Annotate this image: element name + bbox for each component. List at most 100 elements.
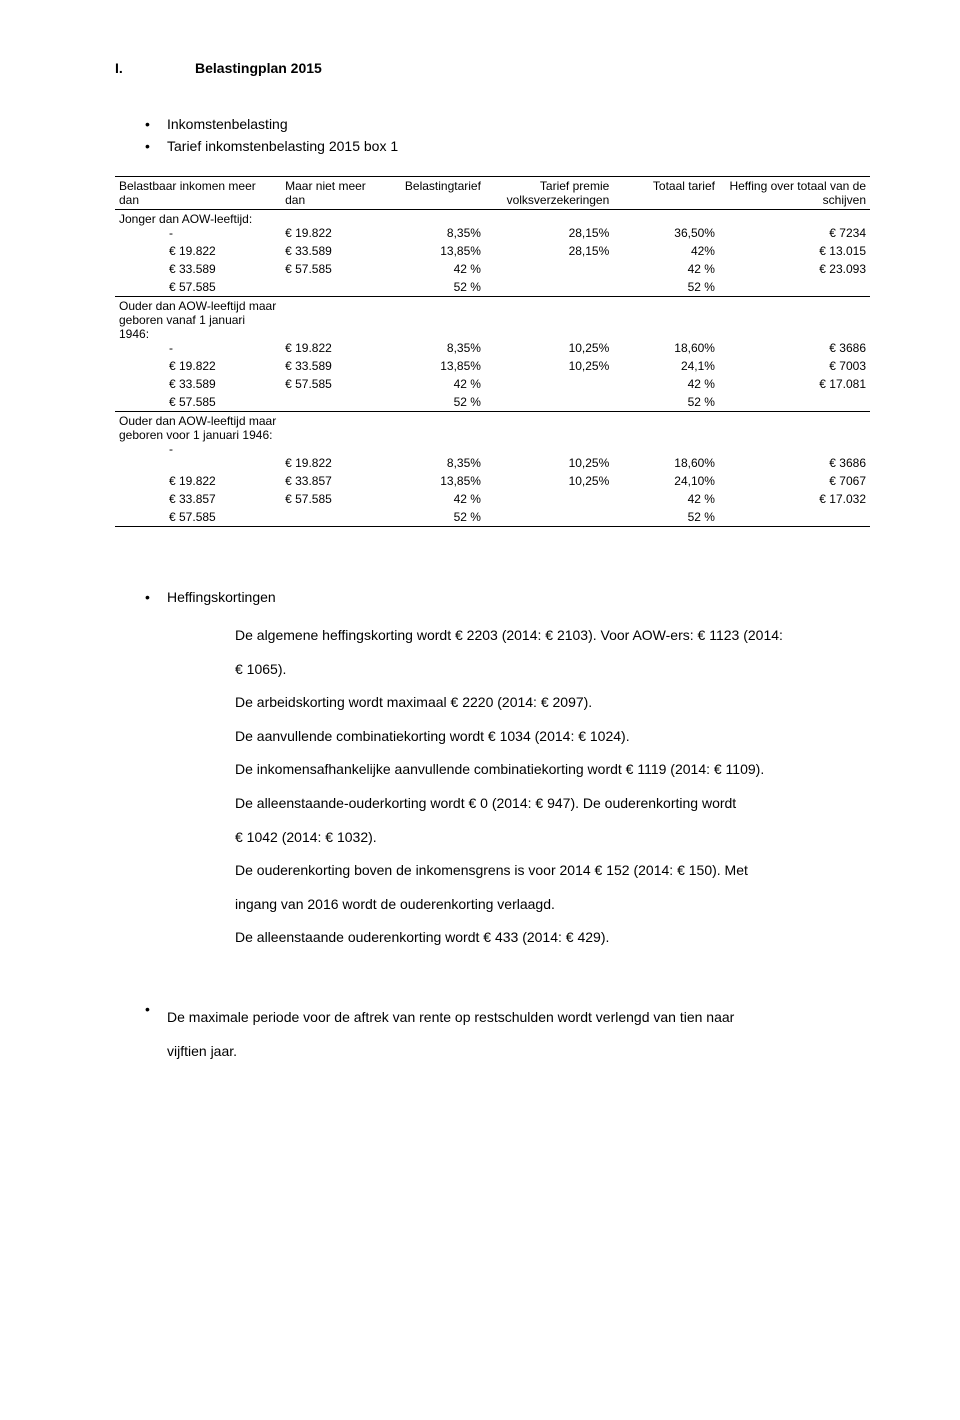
- bullet-inkomstenbelasting: • Inkomstenbelasting: [145, 116, 870, 132]
- table-row: € 33.589€ 57.58542 %42 %€ 23.093: [115, 260, 870, 278]
- cell: 24,10%: [613, 472, 719, 490]
- table-row: Ouder dan AOW-leeftijd maar geboren voor…: [115, 412, 870, 473]
- table-row: € 19.822€ 33.58913,85%10,25%24,1%€ 7003: [115, 357, 870, 375]
- cell: Ouder dan AOW-leeftijd maar geboren voor…: [115, 412, 281, 473]
- cell: 18,60%: [613, 297, 719, 358]
- cell: 13,85%: [372, 472, 485, 490]
- body-line: € 1042 (2014: € 1032).: [235, 821, 870, 855]
- cell: € 57.585: [281, 260, 372, 278]
- heading-title: Belastingplan 2015: [195, 60, 322, 76]
- cell: € 33.589: [281, 242, 372, 260]
- cell: € 33.857: [115, 490, 281, 508]
- cell: 18,60%: [613, 412, 719, 473]
- body-line: De aanvullende combinatiekorting wordt €…: [235, 720, 870, 754]
- cell: 42 %: [372, 490, 485, 508]
- cell: € 19.822: [115, 242, 281, 260]
- cell: 52 %: [613, 508, 719, 527]
- group-label: Ouder dan AOW-leeftijd maar geboren vana…: [119, 299, 277, 341]
- table-row: € 19.822€ 33.58913,85%28,15%42%€ 13.015: [115, 242, 870, 260]
- cell: 52 %: [613, 278, 719, 297]
- cell: € 13.015: [719, 242, 870, 260]
- bullet-restschulden: • De maximale periode voor de aftrek van…: [145, 1001, 870, 1068]
- cell: 42 %: [613, 490, 719, 508]
- col-header: Belastingtarief: [372, 177, 485, 210]
- cell: 10,25%: [485, 357, 613, 375]
- cell: [281, 278, 372, 297]
- body-line: € 1065).: [235, 653, 870, 687]
- cell: 13,85%: [372, 357, 485, 375]
- bullet-icon: •: [145, 138, 167, 154]
- body-line: ingang van 2016 wordt de ouderenkorting …: [235, 888, 870, 922]
- cell: € 17.032: [719, 490, 870, 508]
- cell: € 23.093: [719, 260, 870, 278]
- cell: 8,35%: [372, 412, 485, 473]
- cell: 52 %: [372, 393, 485, 412]
- body-line: De arbeidskorting wordt maximaal € 2220 …: [235, 686, 870, 720]
- bullet-icon: •: [145, 589, 167, 605]
- table-row: Ouder dan AOW-leeftijd maar geboren vana…: [115, 297, 870, 358]
- cell: € 33.589: [115, 375, 281, 393]
- col-header: Belastbaar inkomen meer dan: [115, 177, 281, 210]
- cell: € 19.822: [115, 472, 281, 490]
- cell: 52 %: [613, 393, 719, 412]
- cell: € 57.585: [115, 393, 281, 412]
- cell: € 57.585: [281, 490, 372, 508]
- cell: [281, 393, 372, 412]
- table-row: € 57.585 52 % 52 %: [115, 393, 870, 412]
- bullet-icon: •: [145, 116, 167, 132]
- bullet-heffingskortingen: • Heffingskortingen: [145, 589, 870, 605]
- table-row: € 33.589€ 57.58542 %42 %€ 17.081: [115, 375, 870, 393]
- cell: 42%: [613, 242, 719, 260]
- bullet-tarief-box1: • Tarief inkomstenbelasting 2015 box 1: [145, 138, 870, 154]
- cell: 28,15%: [485, 210, 613, 243]
- cell: 28,15%: [485, 242, 613, 260]
- cell: [485, 375, 613, 393]
- cell: € 19.822: [281, 210, 372, 243]
- col-header: Heffing over totaal van de schijven: [719, 177, 870, 210]
- cell: Jonger dan AOW-leeftijd:-: [115, 210, 281, 243]
- cell: 24,1%: [613, 357, 719, 375]
- cell: 13,85%: [372, 242, 485, 260]
- cell: € 57.585: [115, 278, 281, 297]
- body-line: De inkomensafhankelijke aanvullende comb…: [235, 753, 870, 787]
- group-label: Ouder dan AOW-leeftijd maar geboren voor…: [119, 414, 277, 442]
- heading-number: I.: [115, 60, 195, 76]
- cell: [719, 278, 870, 297]
- bullet-label: Tarief inkomstenbelasting 2015 box 1: [167, 138, 398, 154]
- cell: [719, 508, 870, 527]
- cell: Ouder dan AOW-leeftijd maar geboren vana…: [115, 297, 281, 358]
- cell: 42 %: [372, 260, 485, 278]
- cell: 52 %: [372, 508, 485, 527]
- cell: [485, 490, 613, 508]
- cell: 8,35%: [372, 297, 485, 358]
- cell: [719, 393, 870, 412]
- cell: € 3686: [719, 412, 870, 473]
- col-header: Tarief premie volksverzekeringen: [485, 177, 613, 210]
- cell: [485, 508, 613, 527]
- cell: € 19.822: [281, 297, 372, 358]
- cell: 36,50%: [613, 210, 719, 243]
- bullet-text-line: vijftien jaar.: [167, 1043, 237, 1059]
- table-row: € 33.857€ 57.58542 %42 %€ 17.032: [115, 490, 870, 508]
- cell: € 33.857: [281, 472, 372, 490]
- cell: € 17.081: [719, 375, 870, 393]
- cell: € 3686: [719, 297, 870, 358]
- body-line: De alleenstaande-ouderkorting wordt € 0 …: [235, 787, 870, 821]
- cell: € 33.589: [115, 260, 281, 278]
- table-row: € 19.822€ 33.85713,85%10,25%24,10%€ 7067: [115, 472, 870, 490]
- cell: [485, 393, 613, 412]
- page-heading: I. Belastingplan 2015: [115, 60, 870, 76]
- table-row: € 57.58552 %52 %: [115, 278, 870, 297]
- cell: 10,25%: [485, 412, 613, 473]
- cell: [485, 260, 613, 278]
- cell: € 19.822: [281, 412, 372, 473]
- bullet-label: De maximale periode voor de aftrek van r…: [167, 1001, 734, 1068]
- cell: 42 %: [372, 375, 485, 393]
- cell: € 7003: [719, 357, 870, 375]
- cell: € 33.589: [281, 357, 372, 375]
- cell: € 19.822: [115, 357, 281, 375]
- cell: 10,25%: [485, 297, 613, 358]
- cell: 8,35%: [372, 210, 485, 243]
- cell: € 7067: [719, 472, 870, 490]
- cell: 42 %: [613, 260, 719, 278]
